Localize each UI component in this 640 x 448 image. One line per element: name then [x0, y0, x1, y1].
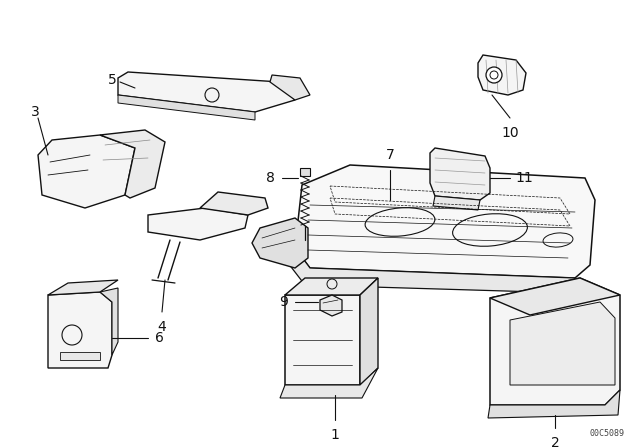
Polygon shape: [430, 148, 490, 200]
Polygon shape: [300, 168, 310, 176]
Text: 8: 8: [266, 171, 275, 185]
Text: 1: 1: [331, 428, 339, 442]
Text: 3: 3: [31, 105, 40, 119]
Polygon shape: [100, 130, 165, 198]
Polygon shape: [270, 75, 310, 100]
Polygon shape: [252, 218, 308, 268]
Polygon shape: [118, 72, 295, 112]
Text: 10: 10: [501, 126, 519, 140]
Circle shape: [486, 67, 502, 83]
Text: 11: 11: [515, 171, 532, 185]
Polygon shape: [200, 192, 268, 215]
Polygon shape: [288, 248, 575, 293]
Polygon shape: [100, 288, 118, 355]
Polygon shape: [280, 368, 378, 398]
Polygon shape: [488, 390, 620, 418]
Text: 7: 7: [386, 148, 394, 162]
Polygon shape: [490, 278, 620, 405]
Text: 5: 5: [108, 73, 116, 87]
Text: 9: 9: [279, 295, 288, 309]
Polygon shape: [38, 135, 135, 208]
Text: 4: 4: [157, 320, 166, 334]
Polygon shape: [148, 208, 248, 240]
Polygon shape: [295, 165, 595, 278]
Polygon shape: [433, 196, 480, 210]
Polygon shape: [320, 295, 342, 316]
Polygon shape: [48, 280, 118, 295]
Polygon shape: [48, 292, 112, 368]
Polygon shape: [478, 55, 526, 95]
Text: 6: 6: [155, 331, 164, 345]
Text: 00C5089: 00C5089: [590, 429, 625, 438]
Polygon shape: [490, 278, 620, 315]
Polygon shape: [60, 352, 100, 360]
Polygon shape: [118, 95, 255, 120]
Polygon shape: [285, 278, 378, 295]
Polygon shape: [510, 302, 615, 385]
Polygon shape: [360, 278, 378, 385]
Text: 2: 2: [550, 436, 559, 448]
Polygon shape: [285, 295, 360, 385]
